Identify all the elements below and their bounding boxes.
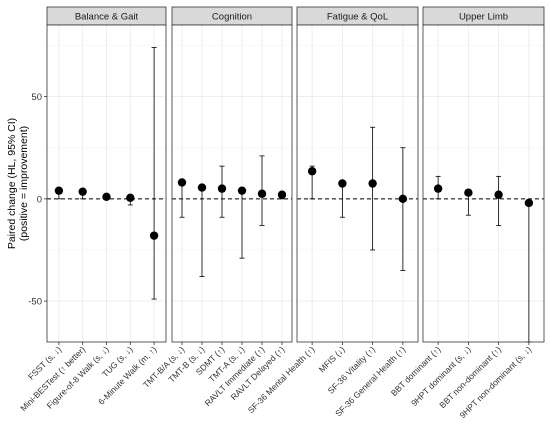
estimate-point [257,189,267,198]
panel-border [46,24,167,343]
y-tick-label: 50 [31,92,42,103]
y-tick-label: -50 [28,297,42,308]
y-axis-label: Paired change (HL, 95% CI)(positive = im… [6,118,30,249]
estimate-point [217,184,227,193]
estimate-point [54,186,64,195]
panel-background [297,25,418,342]
estimate-point [102,192,111,201]
estimate-point [494,190,503,199]
panel-border [422,24,545,343]
estimate-point [307,167,317,176]
estimate-point [237,186,247,195]
panel-border [171,24,293,343]
estimate-point [433,184,443,193]
facet-strip-label: Upper Limb [459,12,508,23]
x-tick-label: MFIS (↓) [317,344,347,374]
y-axis-label-line: (positive = improvement) [18,126,30,241]
estimate-point [126,193,135,203]
y-tick-label: 0 [37,194,42,205]
estimate-point [368,179,377,188]
facet-strip-label: Balance & Gait [75,12,139,23]
estimate-point [197,183,207,192]
y-axis-label-line: Paired change (HL, 95% CI) [6,118,18,249]
panel-background [423,25,544,342]
estimate-point [277,190,287,199]
estimate-point [524,198,534,208]
estimate-point [398,194,408,204]
panel-border [296,24,419,343]
facet-strip-label: Fatigue & QoL [327,12,388,23]
estimate-point [78,187,87,196]
facet-strip-label: Cognition [212,12,252,23]
estimate-point [464,188,473,197]
panel-background [172,25,292,342]
estimate-point [149,231,159,240]
estimate-point [338,179,347,188]
estimate-point [177,178,187,187]
